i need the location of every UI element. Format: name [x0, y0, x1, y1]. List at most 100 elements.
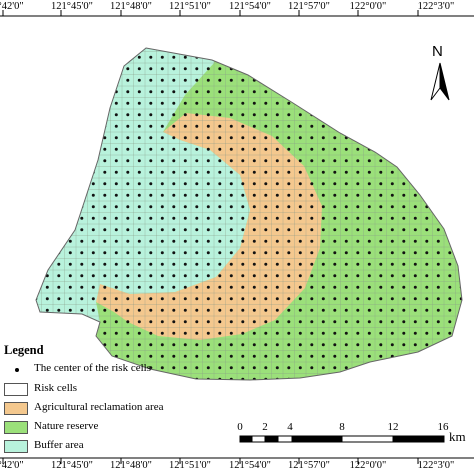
risk-cell-center-point — [57, 343, 61, 347]
risk-cell-center-point — [149, 90, 153, 94]
risk-cell-center-point — [36, 239, 38, 243]
risk-cell-center-point — [126, 136, 130, 140]
risk-cell-center-point — [425, 136, 429, 140]
risk-cell-center-point — [425, 182, 429, 186]
risk-cell-center-point — [448, 55, 452, 59]
risk-cell-center-point — [321, 239, 325, 243]
agricultural-reclamation-area — [96, 113, 322, 340]
risk-cell-center-point — [36, 262, 38, 266]
risk-cell-center-point — [126, 90, 130, 94]
risk-cell-center-point — [36, 216, 38, 220]
risk-cell-center-point — [333, 239, 337, 243]
risk-cell-center-point — [195, 193, 199, 197]
risk-cell-center-point — [275, 343, 279, 347]
risk-cell-center-point — [252, 274, 256, 278]
risk-cell-center-point — [195, 262, 199, 266]
legend-item-agricultural-reclamation: Agricultural reclamation area — [4, 400, 234, 416]
risk-cell-center-point — [333, 251, 337, 255]
risk-cell-center-point — [356, 331, 360, 335]
risk-cell-center-point — [367, 205, 371, 209]
risk-cell-center-point — [126, 101, 130, 105]
risk-cell-center-point — [36, 182, 38, 186]
risk-cell-center-point — [264, 113, 268, 117]
risk-cell-center-point — [436, 228, 440, 232]
risk-cell-center-point — [425, 343, 429, 347]
risk-cell-center-point — [321, 274, 325, 278]
risk-cell-center-point — [321, 251, 325, 255]
risk-cell-center-point — [126, 55, 130, 59]
risk-cell-center-point — [448, 101, 452, 105]
bottom-coordinate-label: 121°57'0" — [288, 460, 330, 471]
risk-cell-center-point — [321, 136, 325, 140]
risk-cell-center-point — [183, 285, 187, 289]
risk-cell-center-point — [310, 124, 314, 128]
risk-cell-center-point — [413, 331, 417, 335]
risk-cell-center-point — [36, 55, 38, 59]
risk-cell-center-point — [425, 193, 429, 197]
risk-cell-center-point — [413, 90, 417, 94]
risk-cell-center-point — [229, 101, 233, 105]
risk-cell-center-point — [45, 285, 49, 289]
risk-cell-center-point — [287, 320, 291, 324]
risk-cell-center-point — [206, 170, 210, 174]
risk-cell-center-point — [114, 331, 118, 335]
risk-cell-center-point — [45, 331, 49, 335]
risk-cell-center-point — [206, 182, 210, 186]
risk-cell-center-point — [390, 320, 394, 324]
risk-cell-center-point — [195, 90, 199, 94]
risk-cell-center-point — [149, 205, 153, 209]
risk-cell-center-point — [149, 331, 153, 335]
legend-label: Nature reserve — [34, 420, 99, 432]
risk-cell-center-point — [298, 101, 302, 105]
risk-cell-center-point — [229, 354, 233, 358]
risk-cell-center-point — [252, 90, 256, 94]
risk-cell-center-point — [252, 170, 256, 174]
risk-cell-center-point — [172, 90, 176, 94]
risk-cell-center-point — [172, 297, 176, 301]
risk-cell-center-point — [241, 308, 245, 312]
risk-cell-center-point — [91, 297, 95, 301]
risk-cell-center-point — [310, 285, 314, 289]
scale-label: 8 — [339, 421, 345, 433]
risk-cell-center-point — [45, 124, 49, 128]
risk-cell-center-point — [206, 159, 210, 163]
risk-cell-center-point — [149, 147, 153, 151]
risk-cell-center-point — [344, 78, 348, 82]
risk-cell-center-point — [183, 78, 187, 82]
risk-cell-center-point — [160, 113, 164, 117]
risk-cell-center-point — [448, 159, 452, 163]
risk-cell-center-point — [57, 331, 61, 335]
risk-cell-center-point — [391, 44, 394, 47]
risk-cell-center-point — [126, 205, 130, 209]
risk-cell-center-point — [218, 216, 222, 220]
risk-cell-center-point — [333, 377, 337, 380]
risk-cell-center-point — [137, 170, 141, 174]
risk-cell-center-point — [160, 297, 164, 301]
risk-cell-center-point — [402, 101, 406, 105]
risk-cell-center-point — [321, 147, 325, 151]
risk-cell-center-point — [264, 297, 268, 301]
risk-cell-center-point — [379, 320, 383, 324]
risk-cell-center-point — [333, 159, 337, 163]
risk-cell-center-point — [126, 113, 130, 117]
risk-cell-center-point — [448, 377, 452, 380]
risk-cell-center-point — [356, 377, 360, 380]
risk-cell-center-point — [137, 331, 141, 335]
risk-cell-center-point — [218, 124, 222, 128]
risk-cell-center-point — [448, 124, 452, 128]
risk-cell-center-point — [160, 124, 164, 128]
risk-cell-center-point — [80, 170, 84, 174]
risk-cell-center-point — [390, 216, 394, 220]
risk-cell-center-point — [229, 308, 233, 312]
risk-cell-center-point — [448, 297, 452, 301]
risk-cell-center-point — [137, 354, 141, 358]
risk-cell-center-point — [390, 136, 394, 140]
risk-cell-center-point — [149, 251, 153, 255]
risk-cell-center-point — [321, 216, 325, 220]
risk-cell-center-point — [195, 331, 199, 335]
risk-cell-center-point — [218, 251, 222, 255]
risk-cell-center-point — [114, 101, 118, 105]
risk-cell-center-point — [80, 216, 84, 220]
risk-cell-center-point — [448, 354, 452, 358]
risk-cell-center-point — [161, 44, 164, 47]
